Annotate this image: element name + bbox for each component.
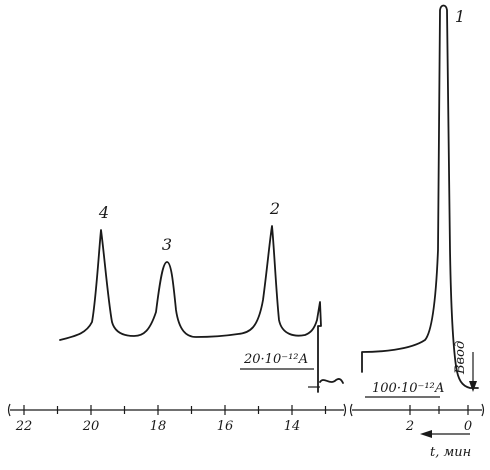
injection-arrow-head bbox=[469, 381, 477, 392]
axis-break-mark-3 bbox=[349, 403, 353, 417]
peak-label-1: 1 bbox=[455, 7, 465, 26]
trace-wiggle bbox=[319, 378, 344, 384]
tick-label-22: 22 bbox=[15, 419, 33, 434]
peak-label-2: 2 bbox=[269, 199, 280, 218]
axis-ticks: 22 20 18 16 14 2 0 bbox=[15, 405, 472, 434]
scale-label-left: 20·10⁻¹²А bbox=[243, 352, 308, 367]
trace-left bbox=[59, 225, 322, 393]
peak-label-3: 3 bbox=[162, 235, 172, 254]
tick-label-18: 18 bbox=[150, 419, 167, 434]
trace-right bbox=[361, 4, 479, 389]
peak-label-4: 4 bbox=[98, 203, 109, 222]
scale-label-right: 100·10⁻¹²А bbox=[372, 381, 445, 396]
tick-label-0: 0 bbox=[464, 419, 472, 434]
peak-labels: 4 3 2 1 bbox=[98, 7, 465, 254]
x-axis-label: t, мин bbox=[430, 445, 471, 460]
tick-label-14: 14 bbox=[284, 419, 301, 434]
tick-label-20: 20 bbox=[82, 419, 100, 434]
injection-label: Ввод bbox=[453, 341, 468, 375]
axis-break-mark-1 bbox=[7, 403, 11, 417]
axis-break-mark-4 bbox=[481, 403, 485, 417]
tick-label-2: 2 bbox=[405, 419, 414, 434]
time-direction-arrowhead bbox=[420, 430, 432, 438]
tick-label-16: 16 bbox=[217, 419, 234, 434]
axis-break-mark-2 bbox=[343, 403, 347, 417]
